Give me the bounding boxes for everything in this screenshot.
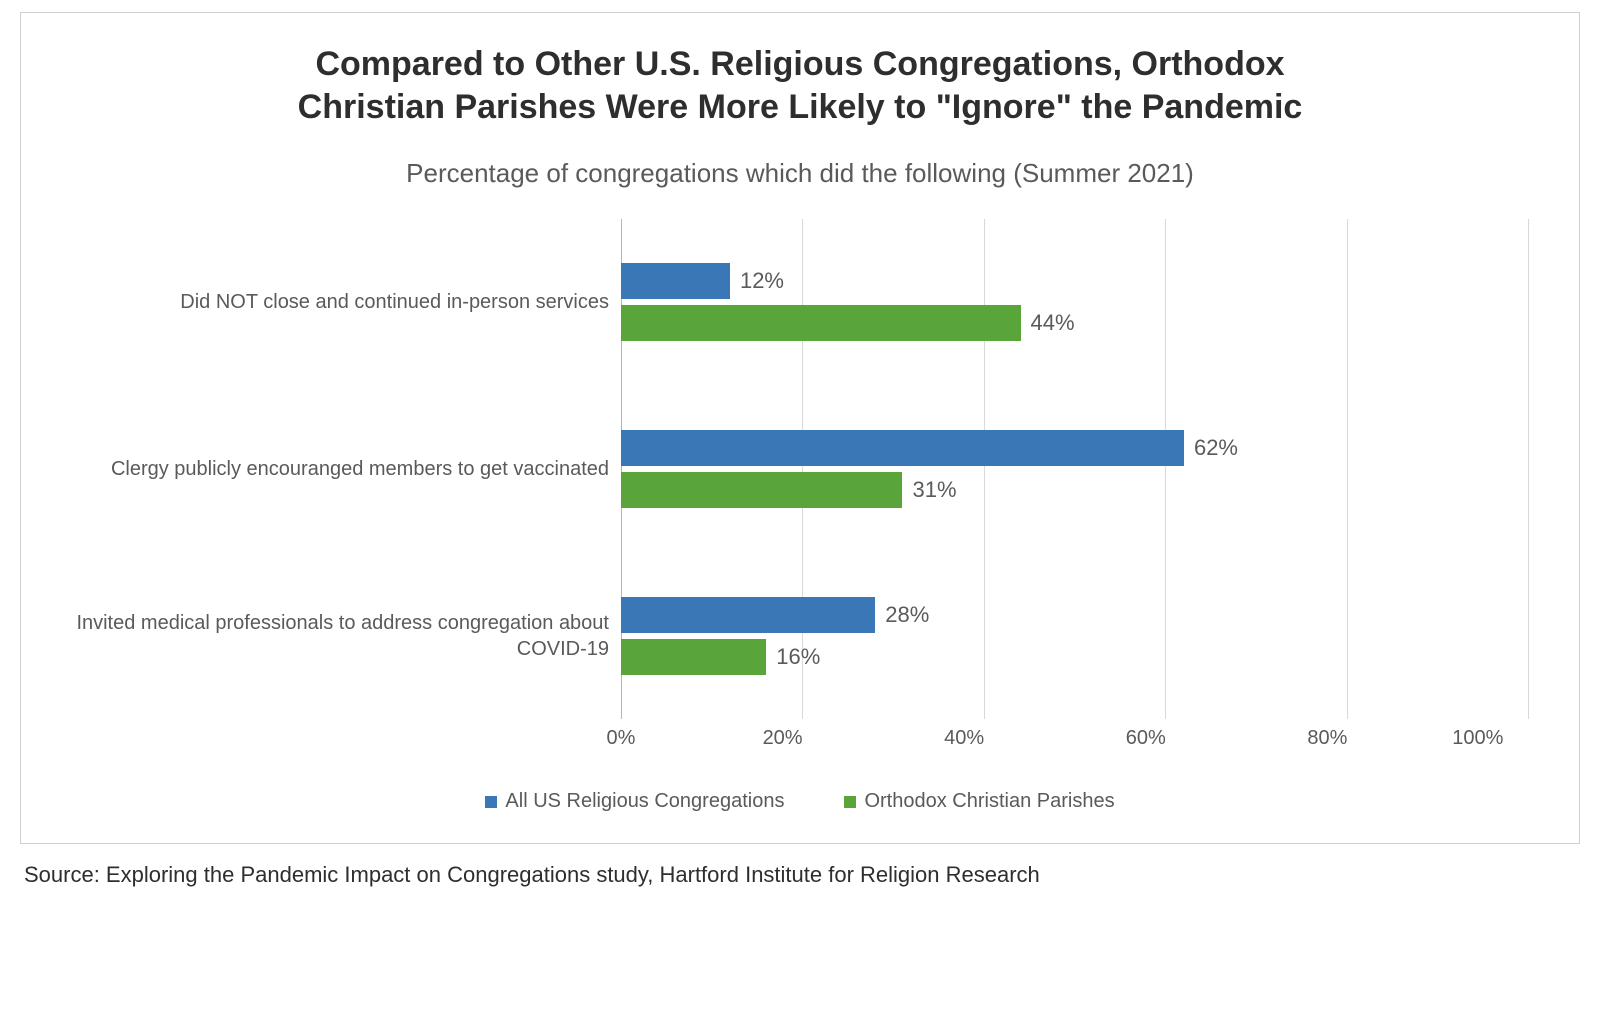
y-axis-label: Did NOT close and continued in-person se…: [61, 219, 621, 386]
plot: Did NOT close and continued in-person se…: [61, 219, 1529, 719]
legend-item: All US Religious Congregations: [485, 790, 784, 813]
legend-label: Orthodox Christian Parishes: [864, 790, 1114, 813]
chart-box: Compared to Other U.S. Religious Congreg…: [20, 12, 1580, 844]
x-axis: 0%20%40%60%80%100%: [61, 727, 1529, 750]
bar-value-label: 12%: [740, 268, 784, 294]
bar-value-label: 31%: [912, 477, 956, 503]
bars-container: 12% 44% 62% 31% 28% 16%: [621, 219, 1529, 719]
bar: [621, 430, 1184, 466]
bar-row: 16%: [621, 639, 1529, 675]
bar: [621, 263, 730, 299]
bar: [621, 472, 902, 508]
bar-row: 12%: [621, 263, 1529, 299]
bar-group: 28% 16%: [621, 552, 1529, 719]
source-text: Source: Exploring the Pandemic Impact on…: [24, 862, 1580, 888]
x-axis-ticks: 0%20%40%60%80%100%: [621, 727, 1529, 750]
bar-row: 62%: [621, 430, 1529, 466]
legend-swatch: [844, 796, 856, 808]
bar: [621, 639, 766, 675]
bar-row: 31%: [621, 472, 1529, 508]
chart-subtitle: Percentage of congregations which did th…: [51, 158, 1549, 189]
bar-value-label: 16%: [776, 644, 820, 670]
y-axis-labels: Did NOT close and continued in-person se…: [61, 219, 621, 719]
bar-row: 28%: [621, 597, 1529, 633]
bar: [621, 597, 875, 633]
legend-swatch: [485, 796, 497, 808]
bar-value-label: 44%: [1031, 310, 1075, 336]
figure-outer: Compared to Other U.S. Religious Congreg…: [0, 0, 1600, 908]
x-axis-spacer: [61, 727, 621, 750]
chart-title: Compared to Other U.S. Religious Congreg…: [250, 43, 1350, 128]
legend-label: All US Religious Congregations: [505, 790, 784, 813]
bar-value-label: 28%: [885, 602, 929, 628]
bar-group: 12% 44%: [621, 219, 1529, 386]
y-axis-label: Invited medical professionals to address…: [61, 552, 621, 719]
y-axis-label: Clergy publicly encouranged members to g…: [61, 386, 621, 553]
legend-item: Orthodox Christian Parishes: [844, 790, 1114, 813]
bar-value-label: 62%: [1194, 435, 1238, 461]
bar-group: 62% 31%: [621, 386, 1529, 553]
plot-area: 12% 44% 62% 31% 28% 16%: [621, 219, 1529, 719]
bar: [621, 305, 1021, 341]
legend: All US Religious Congregations Orthodox C…: [51, 790, 1549, 813]
bar-row: 44%: [621, 305, 1529, 341]
